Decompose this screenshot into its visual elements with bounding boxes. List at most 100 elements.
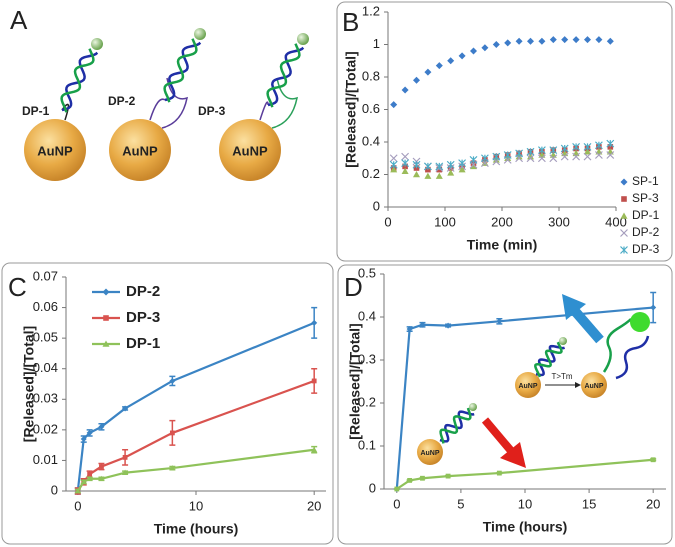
inset-fluorophore — [469, 403, 477, 411]
marker — [401, 86, 409, 94]
fluorophore — [194, 28, 206, 40]
dna-strand — [60, 48, 95, 113]
inset-label: AuNP — [584, 383, 603, 390]
panel-label: A — [10, 5, 28, 35]
released-green — [602, 318, 632, 373]
marker — [424, 68, 432, 76]
inset-label: AuNP — [420, 450, 439, 457]
y-tick-label: 0.03 — [33, 391, 58, 406]
marker — [492, 152, 501, 161]
inset-particle — [581, 372, 607, 398]
marker — [594, 141, 603, 150]
marker — [504, 39, 512, 47]
marker — [606, 37, 614, 45]
legend-label: DP-3 — [632, 242, 660, 256]
series-line — [395, 306, 654, 490]
marker — [470, 162, 477, 170]
marker — [572, 152, 581, 161]
marker — [480, 154, 489, 163]
dna-strand — [163, 38, 198, 103]
series-line — [76, 448, 315, 492]
marker — [515, 149, 524, 158]
y-axis-title: [Released]/[Total] — [21, 326, 37, 442]
marker — [458, 166, 466, 173]
y-axis-title: [Released]/[Total] — [343, 51, 359, 167]
marker — [435, 62, 443, 70]
marker — [549, 154, 558, 163]
y-tick-label: 0.2 — [362, 166, 380, 181]
marker — [561, 36, 569, 44]
legend-label: SP-1 — [632, 174, 659, 188]
y-tick-label: 0.3 — [358, 351, 376, 366]
marker — [583, 152, 592, 161]
marker — [407, 478, 413, 483]
marker — [572, 142, 581, 151]
marker — [584, 148, 591, 155]
y-tick-label: 1.2 — [362, 3, 380, 18]
marker — [620, 229, 628, 237]
marker — [526, 147, 535, 156]
marker — [389, 160, 398, 169]
marker — [446, 160, 455, 169]
marker — [447, 169, 455, 176]
marker — [80, 436, 87, 443]
marker — [86, 475, 93, 482]
panel-label: C — [8, 272, 27, 302]
marker — [496, 470, 502, 476]
marker — [401, 152, 410, 161]
x-tick-label: 0 — [74, 498, 81, 513]
marker — [584, 36, 591, 44]
marker — [447, 57, 455, 65]
linker — [259, 101, 269, 121]
fluorophore — [91, 38, 103, 50]
x-tick-label: 15 — [582, 496, 596, 511]
gold-nanoparticle — [219, 119, 281, 181]
inset-particle — [515, 372, 541, 398]
marker — [537, 154, 546, 163]
dna-strand — [267, 46, 305, 107]
linker-loop — [271, 77, 298, 129]
x-tick-label: 20 — [646, 496, 660, 511]
marker — [572, 36, 580, 44]
marker — [458, 52, 466, 60]
marker — [413, 171, 420, 178]
marker — [458, 159, 467, 168]
y-tick-label: 1 — [373, 36, 380, 51]
marker — [424, 172, 432, 179]
marker — [401, 159, 410, 168]
marker — [606, 151, 615, 159]
marker — [169, 377, 176, 384]
y-tick-label: 0.4 — [362, 133, 380, 148]
y-tick-label: 0 — [369, 480, 376, 495]
dna-strand — [164, 41, 202, 102]
y-tick-label: 0.2 — [358, 394, 376, 409]
legend-label: SP-3 — [632, 191, 659, 205]
blue-arrow — [570, 306, 604, 344]
y-tick-label: 0.4 — [358, 308, 376, 323]
panel-label: D — [344, 272, 363, 302]
legend-label: DP-3 — [126, 309, 160, 326]
marker — [515, 37, 523, 45]
marker — [527, 153, 534, 160]
marker — [87, 471, 93, 477]
particle-label: AuNP — [122, 143, 158, 158]
y-tick-label: 0.1 — [358, 437, 376, 452]
marker — [423, 162, 432, 171]
panel-border — [336, 1, 673, 262]
x-axis-title: Time (hours) — [154, 521, 239, 537]
panel-border — [337, 264, 673, 545]
x-tick-label: 100 — [434, 214, 456, 229]
gold-nanoparticle — [109, 119, 171, 181]
x-tick-label: 10 — [189, 498, 203, 513]
marker — [122, 469, 129, 476]
y-axis-title: [Released]/[Total] — [347, 323, 363, 439]
marker — [620, 212, 628, 219]
legend-label: DP-1 — [126, 335, 160, 352]
series-line — [76, 379, 315, 492]
legend-label: DP-2 — [632, 225, 660, 239]
x-axis-title: Time (min) — [467, 237, 538, 253]
marker — [650, 304, 657, 311]
marker — [390, 101, 398, 109]
x-tick-label: 5 — [457, 496, 464, 511]
marker — [469, 155, 478, 164]
